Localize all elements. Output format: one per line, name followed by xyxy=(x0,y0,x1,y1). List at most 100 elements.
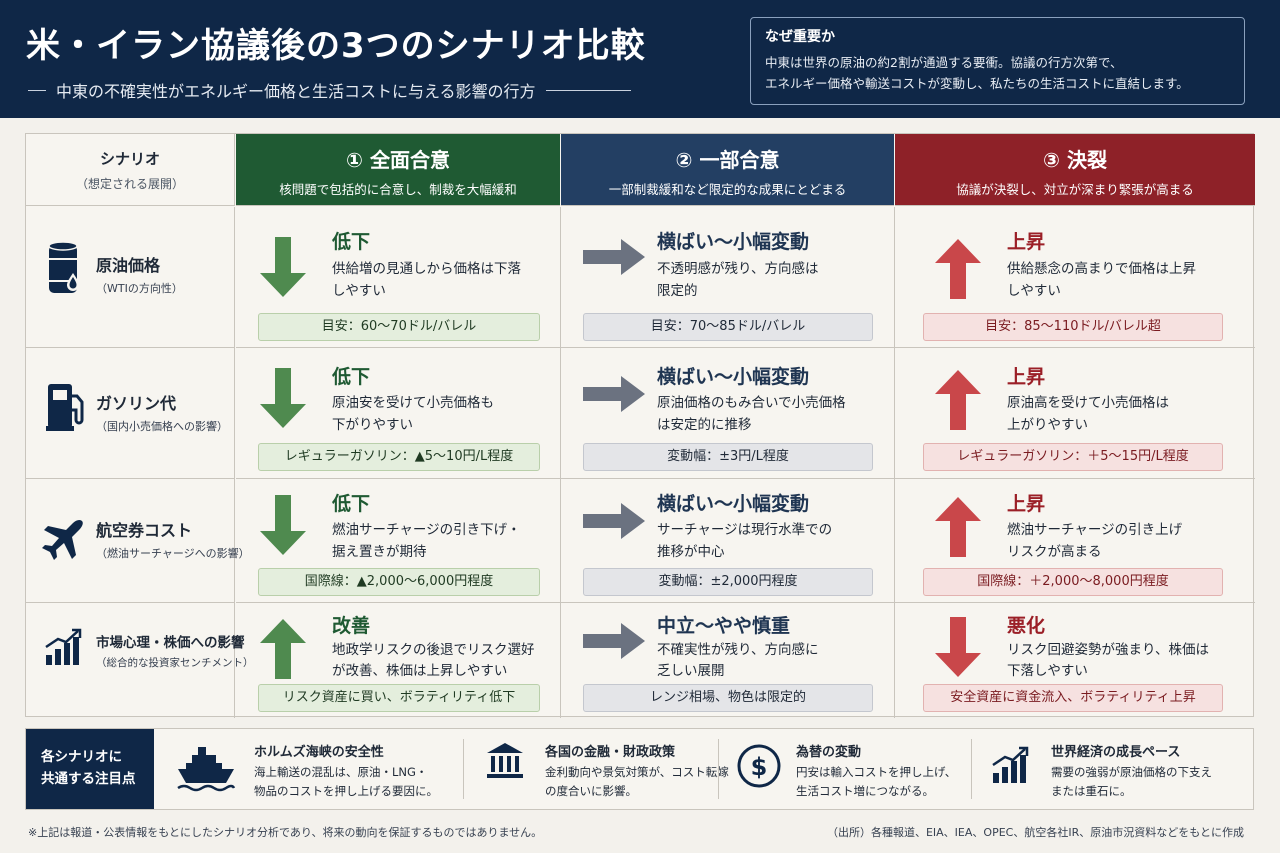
common-item-line-1: 金利動向や景気対策が、コスト転嫁 xyxy=(545,765,729,779)
subtitle-rule-right xyxy=(545,89,631,91)
cell-market-partial: 中立〜やや慎重 不確実性が残り、方向感に 乏しい展開 レンジ相場、物色は限定的 xyxy=(561,603,895,718)
row-label-airfare: 航空券コスト （燃油サーチャージへの影響） xyxy=(26,479,250,603)
row-label-name: 航空券コスト xyxy=(96,521,193,540)
page-subtitle: 中東の不確実性がエネルギー価格と生活コストに与える影響の行方 xyxy=(56,82,536,101)
cell-crude-oil-breakdown: 上昇 供給懸念の高まりで価格は上昇 しやすい 目安：85〜110ドル/バレル超 xyxy=(895,207,1255,348)
cell-desc-2: 乏しい展開 xyxy=(657,663,725,679)
cell-estimate-pill: 変動幅：±3円/L程度 xyxy=(583,443,873,471)
cell-desc-2: しやすい xyxy=(1007,283,1061,299)
cell-desc-2: 推移が中心 xyxy=(657,544,725,560)
cell-desc-1: 燃油サーチャージの引き上げ xyxy=(1007,522,1183,538)
common-item-line-1: 円安は輸入コストを押し上げ、 xyxy=(796,765,957,779)
subtitle-rule-left xyxy=(28,89,46,91)
cell-estimate-pill: 国際線：＋2,000〜8,000円程度 xyxy=(923,568,1223,596)
cell-head: 上昇 xyxy=(1007,231,1046,253)
row-label-crude-oil: 原油価格 （WTIの方向性） xyxy=(26,207,235,348)
cell-desc-1: 不透明感が残り、方向感は xyxy=(657,261,819,277)
header-banner: 米・イラン協議後の3つのシナリオ比較 中東の不確実性がエネルギー価格と生活コスト… xyxy=(0,0,1280,118)
column-sub: 一部制裁緩和など限定的な成果にとどまる xyxy=(608,182,847,197)
scenario-header-label: シナリオ xyxy=(99,150,160,168)
oil-barrel-icon xyxy=(48,241,79,293)
cell-estimate-pill: 目安：70〜85ドル/バレル xyxy=(583,313,873,341)
scenario-table: シナリオ （想定される展開） ① 全面合意 核問題で包括的に合意し、制裁を大幅緩… xyxy=(25,133,1255,718)
common-item-policy: 各国の金融・財政政策 金利動向や景気対策が、コスト転嫁 の度合いに影響。 xyxy=(461,729,729,809)
common-item-title: 世界経済の成長ペース xyxy=(1051,745,1181,760)
common-item-desc: 金利動向や景気対策が、コスト転嫁 の度合いに影響。 xyxy=(545,763,729,801)
common-item-hormuz: ホルムズ海峡の安全性 海上輸送の混乱は、原油・LNG・ 物品のコストを押し上げる… xyxy=(176,729,466,809)
source-note: （出所）各種報道、EIA、IEA、OPEC、航空各社IR、原油市況資料などをもと… xyxy=(826,826,1244,839)
cell-gasoline-full: 低下 原油安を受けて小売価格も 下がりやすい レギュラーガソリン：▲5〜10円/… xyxy=(236,348,561,479)
column-title: ② 一部合意 xyxy=(675,148,780,172)
common-item-line-2: 生活コスト増につながる。 xyxy=(796,784,934,798)
divider xyxy=(971,739,972,799)
common-points-panel: 各シナリオに 共通する注目点 ホルムズ海峡の安全性 海上輸送の混乱は、原油・LN… xyxy=(25,728,1254,810)
common-label-line-1: 各シナリオに xyxy=(41,749,122,765)
cell-head: 低下 xyxy=(332,493,371,515)
column-sub: 協議が決裂し、対立が深まり緊張が高まる xyxy=(956,182,1194,197)
cell-desc-2: 上がりやすい xyxy=(1007,417,1088,433)
common-points-label: 各シナリオに 共通する注目点 xyxy=(26,729,154,809)
cell-desc-1: 不確実性が残り、方向感に xyxy=(657,642,819,658)
scenario-header: シナリオ （想定される展開） xyxy=(26,134,235,206)
cell-airfare-full: 低下 燃油サーチャージの引き下げ・ 据え置きが期待 国際線：▲2,000〜6,0… xyxy=(236,479,561,603)
why-line-1: 中東は世界の原油の約2割が通過する要衝。協議の行方次第で、 xyxy=(765,55,1123,70)
subtitle-row: 中東の不確実性がエネルギー価格と生活コストに与える影響の行方 xyxy=(28,78,718,102)
cell-crude-oil-full: 低下 供給増の見通しから価格は下落 しやすい 目安：60〜70ドル/バレル xyxy=(236,207,561,348)
cell-head: 横ばい〜小幅変動 xyxy=(657,493,810,515)
divider xyxy=(463,739,464,799)
row-label-name: ガソリン代 xyxy=(96,394,177,413)
cell-desc-1: 原油価格のもみ合いで小売価格 xyxy=(657,395,846,411)
cell-estimate-pill: リスク資産に買い、ボラティリティ低下 xyxy=(258,684,540,712)
row-label-sub: （燃油サーチャージへの影響） xyxy=(96,547,250,560)
growth-chart-icon xyxy=(45,628,82,665)
column-title: ③ 決裂 xyxy=(1043,148,1107,172)
arrow-up-icon xyxy=(935,239,981,299)
arrow-right-icon xyxy=(583,376,645,412)
cell-desc-1: 供給懸念の高まりで価格は上昇 xyxy=(1007,261,1196,277)
common-item-line-1: 需要の強弱が原油価格の下支え xyxy=(1051,765,1212,779)
arrow-down-icon xyxy=(260,368,306,428)
row-label-market: 市場心理・株価への影響 （総合的な投資家センチメント） xyxy=(26,603,254,718)
cell-estimate-pill: 目安：60〜70ドル/バレル xyxy=(258,313,540,341)
why-line-2: エネルギー価格や輸送コストが変動し、私たちの生活コストに直結します。 xyxy=(765,76,1189,91)
row-label-sub: （国内小売価格への影響） xyxy=(96,420,228,433)
cell-desc-2: 据え置きが期待 xyxy=(332,544,427,560)
arrow-right-icon xyxy=(583,239,645,275)
row-label-name: 原油価格 xyxy=(96,256,161,275)
cell-head: 中立〜やや慎重 xyxy=(657,615,791,637)
cell-head: 悪化 xyxy=(1007,615,1046,637)
cell-head: 横ばい〜小幅変動 xyxy=(657,366,810,388)
cell-estimate-pill: レギュラーガソリン：▲5〜10円/L程度 xyxy=(258,443,540,471)
cell-desc-2: 限定的 xyxy=(657,283,698,299)
row-label-sub: （総合的な投資家センチメント） xyxy=(96,657,254,669)
cell-market-full: 改善 地政学リスクの後退でリスク選好 が改善、株価は上昇しやすい リスク資産に買… xyxy=(236,603,561,718)
cell-desc-2: しやすい xyxy=(332,283,386,299)
cell-desc-2: が改善、株価は上昇しやすい xyxy=(332,663,508,679)
common-item-line-2: 物品のコストを押し上げる要因に。 xyxy=(254,784,438,798)
divider xyxy=(718,739,719,799)
fuel-pump-icon xyxy=(46,384,84,431)
cell-desc-1: 原油高を受けて小売価格は xyxy=(1007,395,1169,411)
common-label-line-2: 共通する注目点 xyxy=(41,771,136,787)
common-item-fx: $ 為替の変動 円安は輸入コストを押し上げ、 生活コスト増につながる。 xyxy=(718,729,968,809)
why-important-box: なぜ重要か 中東は世界の原油の約2割が通過する要衝。協議の行方次第で、 エネルギ… xyxy=(750,17,1245,105)
common-item-title: ホルムズ海峡の安全性 xyxy=(254,745,384,760)
common-item-desc: 円安は輸入コストを押し上げ、 生活コスト増につながる。 xyxy=(796,763,956,801)
svg-text:$: $ xyxy=(751,753,768,781)
column-header-partial-agreement: ② 一部合意 一部制裁緩和など限定的な成果にとどまる xyxy=(561,134,894,206)
cell-desc-2: 下がりやすい xyxy=(332,417,413,433)
row-label-sub: （WTIの方向性） xyxy=(96,282,183,295)
scenario-header-sub: （想定される展開） xyxy=(75,177,184,191)
common-item-growth: 世界経済の成長ペース 需要の強弱が原油価格の下支え または重石に。 xyxy=(971,729,1241,809)
cell-estimate-pill: 変動幅：±2,000円程度 xyxy=(583,568,873,596)
cell-airfare-breakdown: 上昇 燃油サーチャージの引き上げ リスクが高まる 国際線：＋2,000〜8,00… xyxy=(895,479,1255,603)
common-item-line-2: または重石に。 xyxy=(1051,784,1132,798)
ship-icon xyxy=(177,747,236,792)
cell-gasoline-breakdown: 上昇 原油高を受けて小売価格は 上がりやすい レギュラーガソリン：＋5〜15円/… xyxy=(895,348,1255,479)
cell-estimate-pill: 安全資産に資金流入、ボラティリティ上昇 xyxy=(923,684,1223,712)
cell-desc-2: は安定的に推移 xyxy=(657,417,752,433)
arrow-down-icon xyxy=(935,617,981,677)
cell-desc-1: 原油安を受けて小売価格も xyxy=(332,395,494,411)
arrow-down-icon xyxy=(260,237,306,297)
cell-desc-2: 下落しやすい xyxy=(1007,663,1088,679)
